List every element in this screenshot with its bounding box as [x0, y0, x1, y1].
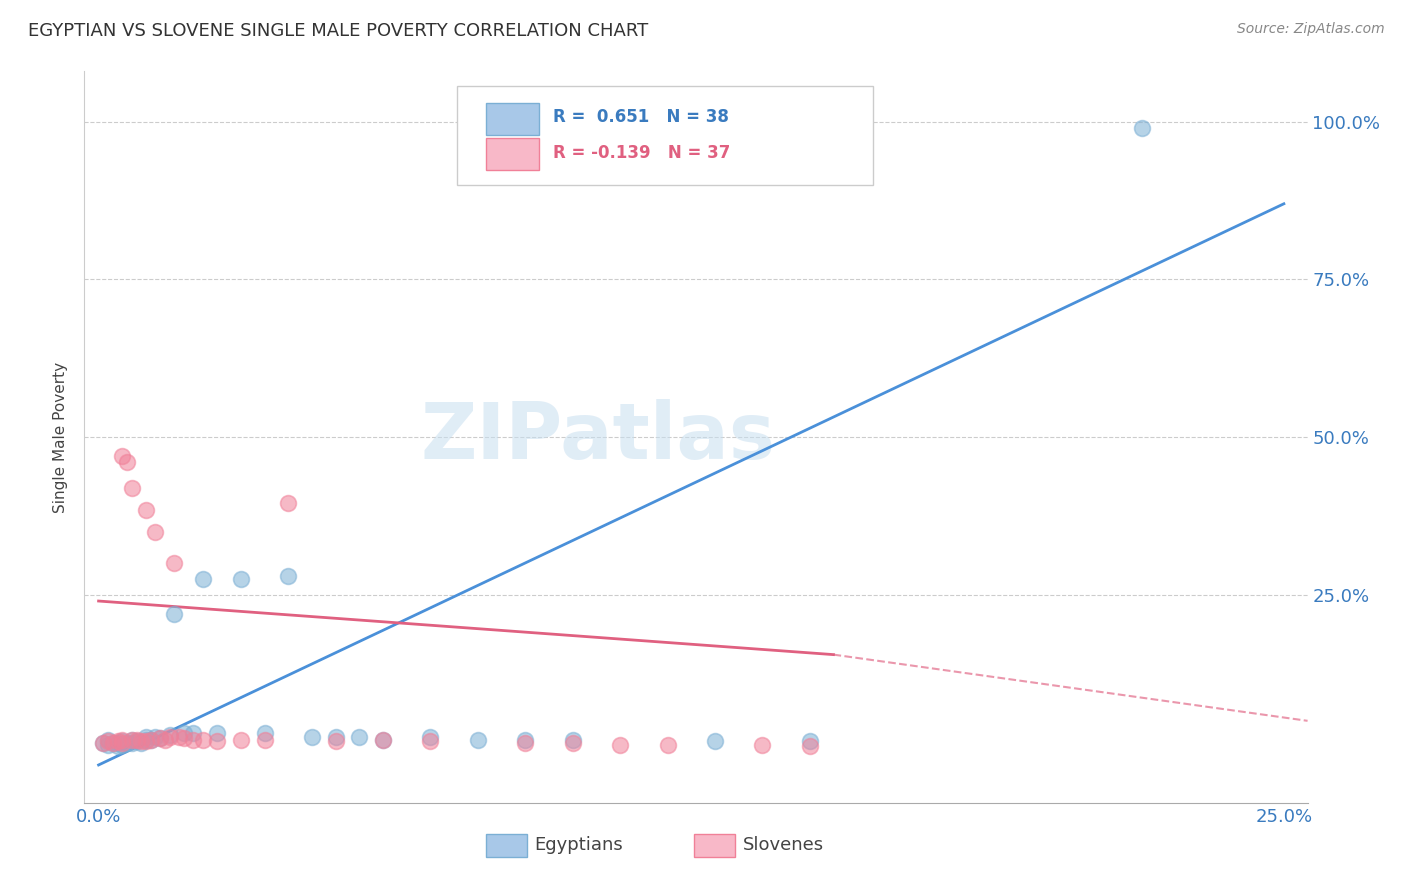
FancyBboxPatch shape [693, 833, 735, 857]
Point [277, 569, 299, 583]
Point [1130, 121, 1153, 136]
Point [149, 731, 172, 746]
Point [751, 738, 773, 752]
Point [205, 726, 228, 740]
Point [139, 732, 162, 747]
Point [183, 726, 205, 740]
Point [153, 732, 176, 747]
Point [121, 732, 143, 747]
Point [419, 730, 441, 744]
Point [799, 739, 821, 753]
Point [371, 732, 394, 747]
Point [205, 734, 228, 748]
Point [101, 736, 124, 750]
Point [325, 734, 347, 748]
Point [111, 449, 134, 463]
Text: Egyptians: Egyptians [534, 836, 623, 855]
Point [115, 736, 138, 750]
Point [467, 732, 489, 747]
Point [97, 738, 120, 752]
FancyBboxPatch shape [485, 138, 540, 170]
Point [135, 730, 157, 744]
Point [419, 734, 441, 748]
Point [191, 732, 214, 747]
Point [107, 736, 129, 750]
Point [253, 732, 276, 747]
Point [97, 734, 120, 748]
Point [173, 726, 195, 740]
Point [253, 726, 276, 740]
Point [159, 728, 181, 742]
FancyBboxPatch shape [485, 103, 540, 135]
Point [111, 732, 134, 747]
Point [561, 732, 583, 747]
Point [325, 730, 347, 744]
Point [609, 738, 631, 752]
Point [145, 730, 167, 744]
Point [129, 736, 152, 750]
Point [371, 732, 394, 747]
Point [277, 496, 299, 510]
FancyBboxPatch shape [485, 833, 527, 857]
Point [163, 556, 186, 570]
Point [111, 734, 134, 748]
Point [799, 734, 821, 748]
Point [91, 736, 114, 750]
Point [657, 738, 679, 752]
Text: EGYPTIAN VS SLOVENE SINGLE MALE POVERTY CORRELATION CHART: EGYPTIAN VS SLOVENE SINGLE MALE POVERTY … [28, 22, 648, 40]
Text: Slovenes: Slovenes [742, 836, 824, 855]
Point [229, 572, 252, 586]
Point [167, 730, 190, 744]
Point [135, 502, 157, 516]
Point [349, 730, 371, 744]
Point [107, 739, 129, 753]
Point [229, 732, 252, 747]
Point [145, 524, 167, 539]
Point [159, 730, 181, 744]
Text: ZIPatlas: ZIPatlas [420, 399, 776, 475]
Point [91, 736, 114, 750]
Point [121, 732, 143, 747]
Point [515, 736, 537, 750]
Point [173, 731, 195, 746]
Text: R = -0.139   N = 37: R = -0.139 N = 37 [553, 145, 730, 162]
Point [121, 481, 143, 495]
Point [163, 607, 186, 621]
Point [703, 734, 725, 748]
Text: R =  0.651   N = 38: R = 0.651 N = 38 [553, 109, 728, 127]
Point [107, 734, 129, 748]
Point [301, 730, 323, 744]
Point [191, 572, 214, 586]
Point [139, 732, 162, 747]
Point [101, 736, 124, 750]
Y-axis label: Single Male Poverty: Single Male Poverty [53, 361, 69, 513]
Point [111, 738, 134, 752]
Text: Source: ZipAtlas.com: Source: ZipAtlas.com [1237, 22, 1385, 37]
Point [561, 736, 583, 750]
Point [115, 455, 138, 469]
Point [183, 732, 205, 747]
Point [149, 731, 172, 746]
Point [125, 732, 148, 747]
Point [135, 734, 157, 748]
Point [129, 734, 152, 748]
Point [125, 734, 148, 748]
Point [111, 736, 134, 750]
Point [135, 732, 157, 747]
FancyBboxPatch shape [457, 86, 873, 185]
Point [97, 732, 120, 747]
Point [121, 736, 143, 750]
Point [515, 732, 537, 747]
